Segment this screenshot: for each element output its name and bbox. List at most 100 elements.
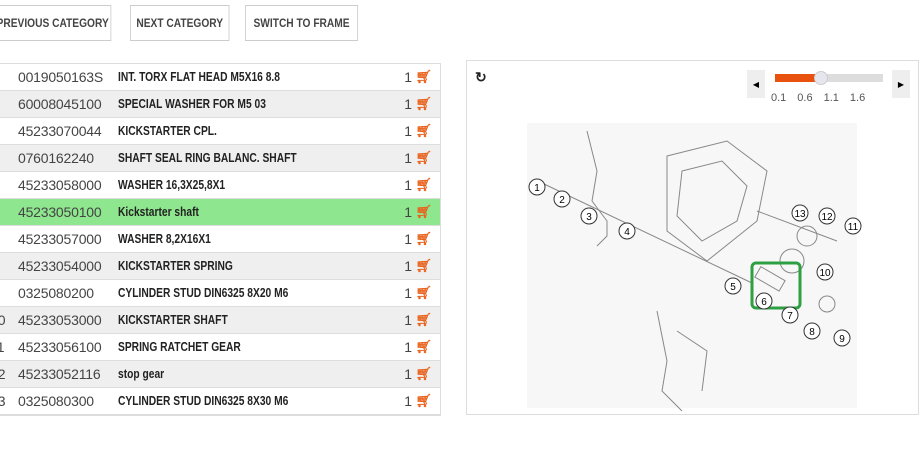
- part-number: 0760162240: [18, 150, 94, 166]
- callout-circle[interactable]: [618, 222, 636, 240]
- position-number: 4: [0, 150, 10, 166]
- quantity: 1: [404, 393, 412, 409]
- part-description: stop gear: [118, 367, 165, 381]
- callout-circle[interactable]: [553, 190, 571, 208]
- quantity: 1: [404, 339, 412, 355]
- callout-label[interactable]: 1: [534, 183, 540, 194]
- part-description: Kickstarter shaft: [118, 205, 199, 219]
- table-row[interactable]: 4 0760162240 SHAFT SEAL RING BALANC. SHAFT…: [0, 145, 440, 172]
- quantity: 1: [404, 204, 412, 220]
- part-number: 60008045100: [18, 96, 102, 112]
- callout-label[interactable]: 4: [624, 227, 630, 238]
- part-number: 45233070044: [18, 123, 102, 139]
- cart-icon[interactable]: 🛒︎: [415, 339, 432, 354]
- refresh-icon[interactable]: ↻: [475, 69, 487, 85]
- callout-circle[interactable]: [781, 306, 799, 324]
- highlighted-part-box: [750, 261, 802, 310]
- callout-circle[interactable]: [818, 207, 836, 225]
- table-row[interactable]: 3 45233070044 KICKSTARTER CPL. 1🛒︎: [0, 118, 440, 145]
- cart-icon[interactable]: 🛒︎: [415, 96, 432, 111]
- callout-label[interactable]: 11: [848, 222, 859, 233]
- table-row[interactable]: 1 0019050163S INT. TORX FLAT HEAD M5X16 8.…: [0, 64, 440, 91]
- zoom-tick-label: 0.6: [797, 92, 813, 104]
- callout-label[interactable]: 13: [794, 209, 806, 220]
- table-row[interactable]: 10 45233053000 KICKSTARTER SHAFT 1🛒︎: [0, 307, 440, 334]
- part-description: INT. TORX FLAT HEAD M5X16 8.8: [118, 70, 280, 84]
- cart-icon[interactable]: 🛒︎: [415, 366, 432, 381]
- callout-label[interactable]: 9: [839, 334, 845, 345]
- part-description: WASHER 8,2X16X1: [118, 232, 211, 246]
- cart-icon[interactable]: 🛒︎: [415, 69, 432, 84]
- part-number: 45233054000: [18, 258, 102, 274]
- cart-icon[interactable]: 🛒︎: [415, 150, 432, 165]
- table-row[interactable]: 11 45233056100 SPRING RATCHET GEAR 1🛒︎: [0, 334, 440, 361]
- cart-icon[interactable]: 🛒︎: [415, 231, 432, 246]
- position-number: 11: [0, 339, 5, 355]
- switch-to-frame-button[interactable]: SWITCH TO FRAME: [245, 5, 359, 41]
- zoom-slider-handle[interactable]: [814, 71, 829, 85]
- zoom-ticks: 0.1 0.6 1.1 1.6: [771, 92, 865, 104]
- callout-circle[interactable]: [580, 207, 598, 225]
- table-row[interactable]: 2 60008045100 SPECIAL WASHER FOR M5 03 1🛒︎: [0, 91, 440, 118]
- cart-icon[interactable]: 🛒︎: [415, 258, 432, 273]
- part-description: KICKSTARTER SHAFT: [118, 313, 228, 327]
- part-number: 45233053000: [18, 312, 102, 328]
- position-number: 13: [0, 393, 6, 409]
- zoom-tick-label: 0.1: [771, 92, 787, 104]
- zoom-slider[interactable]: [775, 71, 883, 85]
- table-row[interactable]: 6 45233050100 Kickstarter shaft 1🛒︎: [0, 199, 440, 226]
- part-description: CYLINDER STUD DIN6325 8X20 M6: [118, 286, 289, 300]
- callout-label[interactable]: 2: [559, 195, 565, 206]
- callout-circle[interactable]: [791, 204, 809, 222]
- position-number: 6: [0, 204, 10, 220]
- quantity: 1: [404, 312, 412, 328]
- diagram-panel: ↻ ◀ ▶ 0.1 0.6 1.1 1.6 1 2 3 4 5 6 7 8 9 10 11 12 13: [466, 60, 919, 415]
- part-description: KICKSTARTER SPRING: [118, 259, 233, 273]
- cart-icon[interactable]: 🛒︎: [415, 285, 432, 300]
- cart-icon[interactable]: 🛒︎: [415, 312, 432, 327]
- table-row[interactable]: 12 45233052116 stop gear 1🛒︎: [0, 361, 440, 388]
- callout-circle[interactable]: [833, 329, 851, 347]
- part-number: 45233056100: [18, 339, 102, 355]
- quantity: 1: [404, 366, 412, 382]
- position-number: 5: [0, 177, 10, 193]
- callout-label[interactable]: 3: [586, 212, 592, 223]
- zoom-out-button[interactable]: ◀: [747, 70, 765, 98]
- part-description: KICKSTARTER CPL.: [118, 124, 217, 138]
- table-row[interactable]: 8 45233054000 KICKSTARTER SPRING 1🛒︎: [0, 253, 440, 280]
- quantity: 1: [404, 96, 412, 112]
- callout-circle[interactable]: [724, 277, 742, 295]
- callout-label[interactable]: 8: [809, 327, 815, 338]
- callout-label[interactable]: 10: [819, 268, 831, 279]
- part-description: SPRING RATCHET GEAR: [118, 340, 241, 354]
- callout-circle[interactable]: [528, 178, 546, 196]
- zoom-in-button[interactable]: ▶: [892, 70, 910, 98]
- table-row[interactable]: 7 45233057000 WASHER 8,2X16X1 1🛒︎: [0, 226, 440, 253]
- part-number: 45233058000: [18, 177, 102, 193]
- cart-icon[interactable]: 🛒︎: [415, 204, 432, 219]
- table-row[interactable]: 13 0325080300 CYLINDER STUD DIN6325 8X30 M…: [0, 388, 440, 415]
- part-number: 0019050163S: [18, 69, 103, 85]
- quantity: 1: [404, 69, 412, 85]
- callout-circle[interactable]: [755, 292, 773, 310]
- table-row[interactable]: 5 45233058000 WASHER 16,3X25,8X1 1🛒︎: [0, 172, 440, 199]
- table-row[interactable]: 9 0325080200 CYLINDER STUD DIN6325 8X20 M6…: [0, 280, 440, 307]
- callout-circle[interactable]: [844, 217, 862, 235]
- callout-label[interactable]: 5: [730, 282, 736, 293]
- callout-label[interactable]: 6: [761, 297, 767, 308]
- part-number: 45233057000: [18, 231, 102, 247]
- callout-label[interactable]: 7: [787, 311, 793, 322]
- callout-circle[interactable]: [803, 322, 821, 340]
- callout-circle[interactable]: [816, 263, 834, 281]
- previous-category-button[interactable]: PREVIOUS CATEGORY: [0, 5, 112, 41]
- cart-icon[interactable]: 🛒︎: [415, 123, 432, 138]
- part-number: 45233052116: [18, 366, 101, 382]
- position-number: 12: [0, 366, 6, 382]
- position-number: 7: [0, 231, 10, 247]
- cart-icon[interactable]: 🛒︎: [415, 177, 432, 192]
- next-category-button[interactable]: NEXT CATEGORY: [130, 5, 230, 41]
- cart-icon[interactable]: 🛒︎: [415, 393, 432, 408]
- callout-label[interactable]: 12: [821, 212, 833, 223]
- part-description: SPECIAL WASHER FOR M5 03: [118, 97, 266, 111]
